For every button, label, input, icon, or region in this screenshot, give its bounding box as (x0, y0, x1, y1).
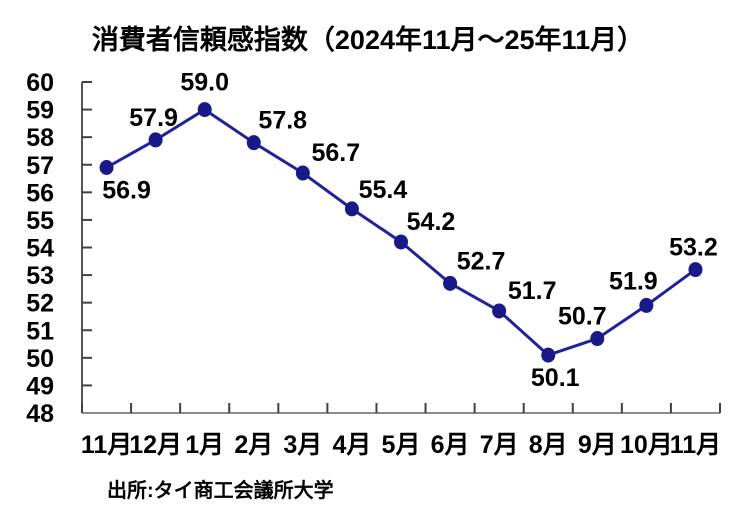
data-point-marker (246, 135, 261, 151)
series-line (105, 108, 697, 357)
x-tick-label: 11月 (670, 431, 721, 459)
y-tick-label: 49 (26, 372, 54, 400)
data-point-marker (99, 160, 114, 176)
x-tick-label: 2月 (234, 431, 273, 459)
data-point-marker (443, 275, 458, 291)
y-tick-label: 58 (26, 124, 54, 152)
y-tick-label: 51 (26, 317, 54, 345)
data-label: 51.7 (508, 277, 557, 305)
data-point-marker (295, 165, 310, 181)
data-label: 53.2 (669, 234, 718, 262)
y-tick-label: 50 (26, 345, 54, 373)
x-tick-label: 3月 (283, 431, 322, 459)
source-note: 出所:タイ商工会議所大学 (107, 480, 334, 502)
x-tick-label: 6月 (431, 431, 470, 459)
y-tick-label: 60 (26, 69, 54, 97)
data-label: 56.9 (102, 177, 151, 205)
data-labels: 56.9 57.959.0 57.856.7 55.4 54.252.751.7 50.1… (102, 69, 718, 392)
y-tick-label: 53 (26, 262, 54, 290)
data-label: 57.9 (129, 104, 178, 132)
chart-title: 消費者信頼感指数（2024年11月～25年11月） (91, 25, 645, 55)
y-tick-label: 59 (26, 97, 54, 125)
x-axis (81, 403, 721, 414)
data-point-marker (492, 303, 507, 319)
data-label: 55.4 (359, 176, 408, 204)
x-tick-label: 7月 (480, 431, 519, 459)
x-tick-label: 4月 (332, 431, 371, 459)
x-tick-label: 5月 (382, 431, 421, 459)
y-axis (81, 81, 92, 414)
y-tick-label: 48 (26, 400, 54, 428)
x-tick-label: 11月 (81, 431, 132, 459)
data-point-marker (688, 262, 703, 278)
data-point-marker (541, 347, 556, 363)
x-tick-label: 12月 (129, 431, 182, 459)
x-tick-label: 9月 (578, 431, 617, 459)
x-tick-label: 10月 (620, 431, 673, 459)
markers (99, 102, 703, 363)
y-tick-label: 56 (26, 179, 54, 207)
data-point-marker (148, 132, 163, 148)
x-tick-label: 1月 (185, 431, 224, 459)
data-label: 59.0 (180, 69, 229, 97)
data-label: 50.1 (531, 364, 580, 392)
data-point-marker (344, 201, 359, 217)
y-tick-label: 57 (26, 152, 54, 180)
y-tick-label: 54 (26, 235, 54, 263)
y-tick-label: 55 (26, 207, 54, 235)
data-point-marker (590, 331, 605, 347)
data-label: 50.7 (558, 303, 607, 331)
data-point-marker (394, 234, 408, 250)
y-tick-label: 52 (26, 290, 54, 318)
data-label: 54.2 (407, 208, 456, 236)
data-point-marker (639, 297, 654, 313)
data-label: 52.7 (457, 247, 506, 275)
data-label: 57.8 (258, 107, 307, 135)
data-label: 51.9 (609, 267, 658, 295)
x-tick-label: 8月 (529, 431, 568, 459)
data-label: 56.7 (312, 139, 361, 167)
data-point-marker (197, 102, 212, 118)
